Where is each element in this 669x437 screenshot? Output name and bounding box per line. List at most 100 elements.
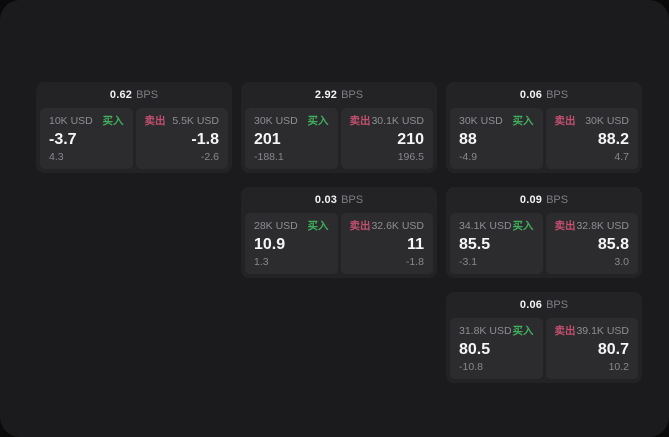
buy-price: -3.7 [49,131,77,148]
card-body: 31.8K USD 买入 80.5 -10.8 卖出 39.1K USD 80.… [446,318,642,383]
buy-side-label: 买入 [512,325,534,337]
bps-value: 2.92 [314,89,338,101]
sell-tile-header: 卖出 32.8K USD [555,220,630,232]
buy-tile-header: 31.8K USD 买入 [459,325,534,337]
buy-size-label: 28K USD [254,220,298,232]
sell-price: 11 [407,236,424,253]
buy-price: 88 [459,131,477,148]
buy-tile-header: 30K USD 买入 [254,115,329,127]
sell-side-label: 卖出 [144,115,166,127]
sell-tile[interactable]: 卖出 30K USD 88.2 4.7 [545,108,638,169]
bps-header: 0.62 BPS [36,82,232,108]
card-body: 28K USD 买入 10.9 1.3 卖出 32.6K USD 11 -1.8 [241,213,437,278]
quote-card: 0.62 BPS 10K USD 买入 -3.7 4.3 卖出 5.5K USD… [36,82,232,173]
sell-tile-header: 卖出 30K USD [555,115,630,127]
bps-value: 0.09 [519,194,543,206]
card-body: 10K USD 买入 -3.7 4.3 卖出 5.5K USD -1.8 -2.… [36,108,232,173]
buy-delta: 1.3 [254,256,269,268]
bps-unit: BPS [341,194,364,206]
buy-size-label: 31.8K USD [459,325,512,337]
buy-delta: -4.9 [459,151,478,163]
bps-unit: BPS [546,89,569,101]
buy-delta: 4.3 [49,151,64,163]
sell-price: 88.2 [597,131,629,148]
sell-tile-header: 卖出 39.1K USD [555,325,630,337]
sell-size-label: 30K USD [585,115,629,127]
buy-price: 201 [254,131,281,148]
buy-tile-header: 28K USD 买入 [254,220,329,232]
buy-tile[interactable]: 10K USD 买入 -3.7 4.3 [40,108,133,169]
bps-header: 0.09 BPS [446,187,642,213]
bps-header: 0.06 BPS [446,292,642,318]
buy-delta: -3.1 [459,256,478,268]
buy-size-label: 30K USD [254,115,298,127]
quote-card: 0.06 BPS 30K USD 买入 88 -4.9 卖出 30K USD 8… [446,82,642,173]
sell-tile-header: 卖出 32.6K USD [350,220,425,232]
sell-price: 85.8 [597,236,629,253]
sell-side-label: 卖出 [349,220,371,232]
buy-tile[interactable]: 31.8K USD 买入 80.5 -10.8 [450,318,543,379]
bps-value: 0.03 [314,194,338,206]
sell-delta: -1.8 [405,256,424,268]
buy-side-label: 买入 [512,220,534,232]
buy-price: 85.5 [459,236,491,253]
buy-side-label: 买入 [307,115,329,127]
bps-header: 2.92 BPS [241,82,437,108]
buy-delta: -188.1 [254,151,284,163]
sell-tile-header: 卖出 30.1K USD [350,115,425,127]
quote-card: 2.92 BPS 30K USD 买入 201 -188.1 卖出 30.1K … [241,82,437,173]
sell-side-label: 卖出 [349,115,371,127]
buy-tile[interactable]: 30K USD 买入 88 -4.9 [450,108,543,169]
sell-tile[interactable]: 卖出 32.6K USD 11 -1.8 [340,213,433,274]
bps-value: 0.06 [519,299,543,311]
sell-size-label: 39.1K USD [576,325,629,337]
sell-side-label: 卖出 [554,325,576,337]
buy-delta: -10.8 [459,361,483,373]
bps-unit: BPS [341,89,364,101]
sell-delta: 3.0 [614,256,629,268]
sell-price: -1.8 [191,131,219,148]
sell-price: 80.7 [597,341,629,358]
sell-tile[interactable]: 卖出 5.5K USD -1.8 -2.6 [135,108,228,169]
sell-size-label: 30.1K USD [371,115,424,127]
sell-price: 210 [397,131,424,148]
sell-delta: 4.7 [614,151,629,163]
sell-tile[interactable]: 卖出 39.1K USD 80.7 10.2 [545,318,638,379]
sell-delta: 10.2 [608,361,629,373]
sell-tile[interactable]: 卖出 32.8K USD 85.8 3.0 [545,213,638,274]
buy-price: 80.5 [459,341,491,358]
bps-unit: BPS [546,299,569,311]
sell-size-label: 5.5K USD [172,115,219,127]
sell-tile[interactable]: 卖出 30.1K USD 210 196.5 [340,108,433,169]
buy-size-label: 34.1K USD [459,220,512,232]
bps-header: 0.03 BPS [241,187,437,213]
bps-value: 0.62 [109,89,133,101]
quote-card: 0.03 BPS 28K USD 买入 10.9 1.3 卖出 32.6K US… [241,187,437,278]
buy-tile-header: 34.1K USD 买入 [459,220,534,232]
buy-tile-header: 10K USD 买入 [49,115,124,127]
sell-side-label: 卖出 [554,115,576,127]
bps-unit: BPS [136,89,159,101]
quote-card: 0.06 BPS 31.8K USD 买入 80.5 -10.8 卖出 39.1… [446,292,642,383]
buy-side-label: 买入 [512,115,534,127]
sell-side-label: 卖出 [554,220,576,232]
quote-cards-grid: 0.62 BPS 10K USD 买入 -3.7 4.3 卖出 5.5K USD… [36,82,642,383]
card-body: 30K USD 买入 201 -188.1 卖出 30.1K USD 210 1… [241,108,437,173]
card-body: 34.1K USD 买入 85.5 -3.1 卖出 32.8K USD 85.8… [446,213,642,278]
buy-side-label: 买入 [307,220,329,232]
sell-delta: 196.5 [397,151,424,163]
sell-tile-header: 卖出 5.5K USD [145,115,220,127]
buy-tile[interactable]: 28K USD 买入 10.9 1.3 [245,213,338,274]
bps-header: 0.06 BPS [446,82,642,108]
bps-unit: BPS [546,194,569,206]
buy-tile[interactable]: 34.1K USD 买入 85.5 -3.1 [450,213,543,274]
buy-tile-header: 30K USD 买入 [459,115,534,127]
buy-size-label: 10K USD [49,115,93,127]
sell-size-label: 32.6K USD [371,220,424,232]
buy-tile[interactable]: 30K USD 买入 201 -188.1 [245,108,338,169]
buy-side-label: 买入 [102,115,124,127]
buy-price: 10.9 [254,236,286,253]
quote-card: 0.09 BPS 34.1K USD 买入 85.5 -3.1 卖出 32.8K… [446,187,642,278]
sell-size-label: 32.8K USD [576,220,629,232]
